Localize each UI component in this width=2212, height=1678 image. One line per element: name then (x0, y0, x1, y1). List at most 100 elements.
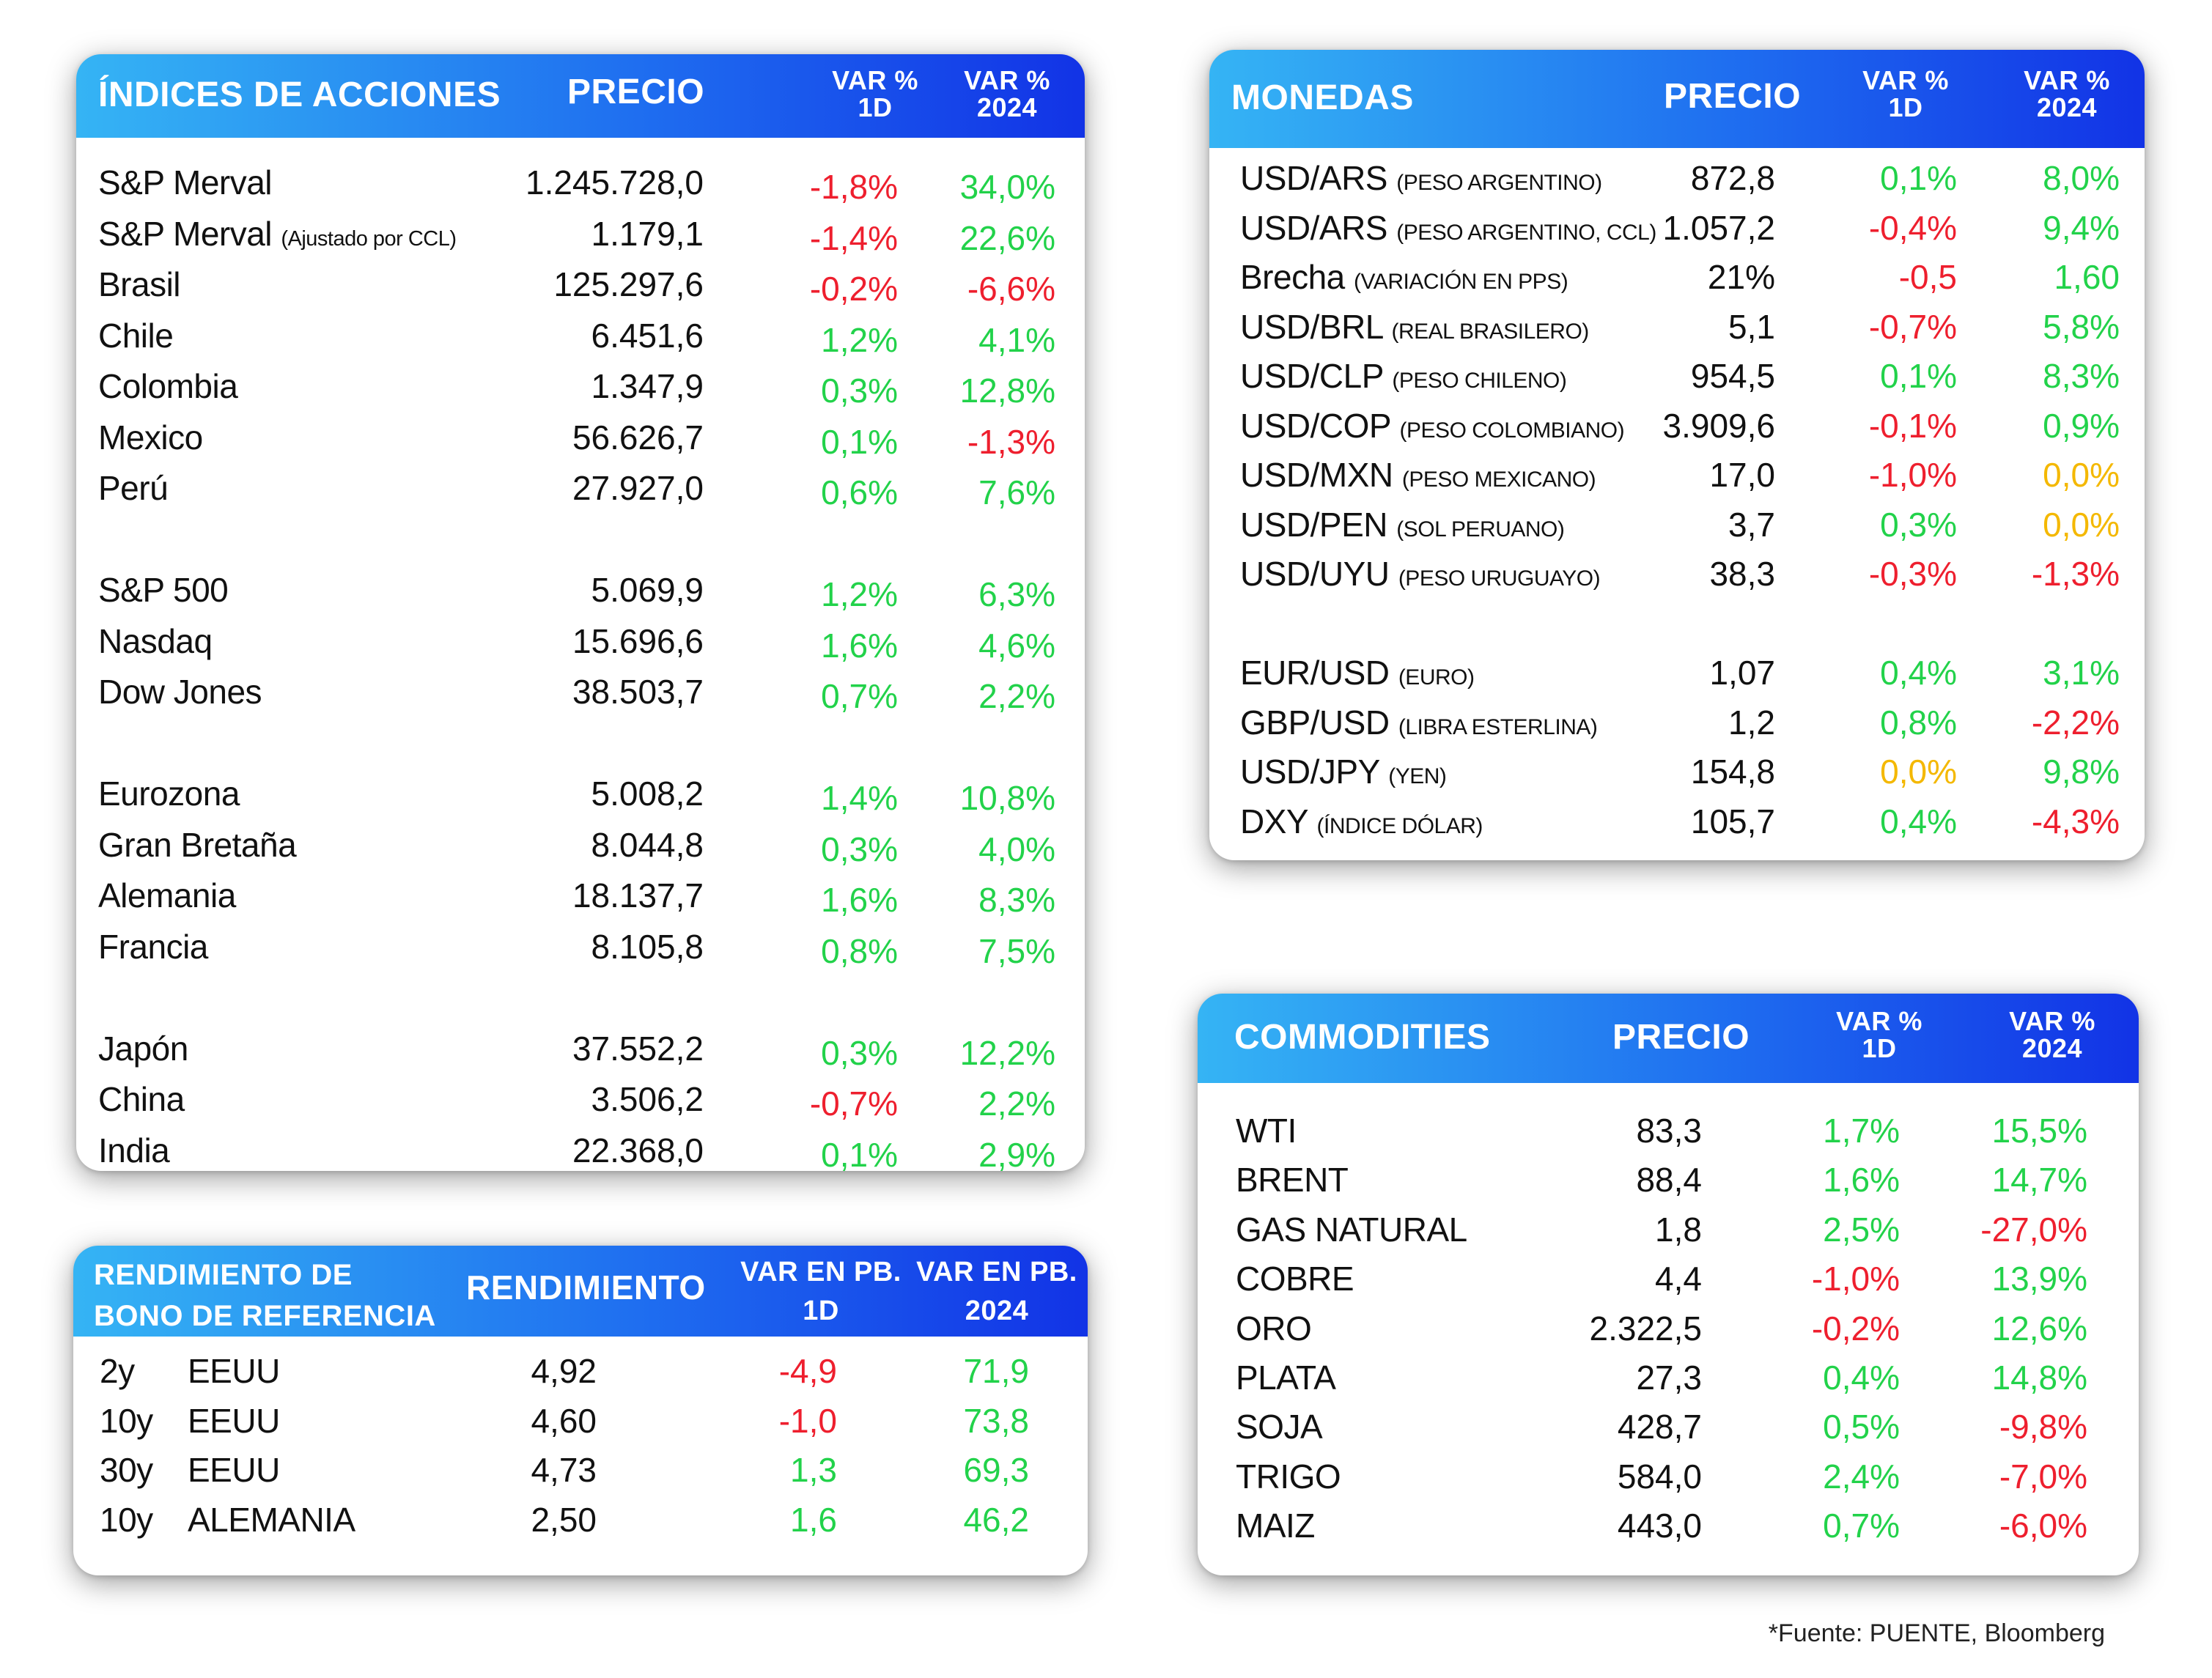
indices-rows: S&P Merval 1.245.728,0 -1,8% 34,0% S&P Merva… (76, 163, 1085, 1171)
bonos-table: RENDIMIENTO DE BONO DE REFERENCIA RENDIMI… (73, 1246, 1088, 1575)
currency-note: (REAL BRASILERO) (1391, 319, 1589, 344)
index-var-1d: 1,2% (821, 575, 898, 613)
source-footnote: *Fuente: PUENTE, Bloomberg (1768, 1619, 2105, 1647)
group-spacer (76, 520, 1085, 571)
commodity-name: SOJA (1236, 1408, 1323, 1446)
index-var-1d: 0,1% (821, 1135, 898, 1172)
commodity-price: 443,0 (1617, 1507, 1702, 1545)
indices-row: Mexico 56.626,7 0,1% -1,3% (76, 418, 1085, 469)
index-label: Dow Jones (98, 673, 262, 711)
group-spacer (1209, 604, 2145, 654)
commodity-price: 4,4 (1655, 1260, 1702, 1298)
currency-name: USD/MXN (PESO MEXICANO) (1240, 455, 1596, 495)
currency-row: GBP/USD (LIBRA ESTERLINA) 1,2 0,8% -2,2% (1209, 703, 2145, 753)
index-var-2024: 4,6% (978, 626, 1055, 665)
group-spacer (76, 977, 1085, 1029)
index-price: 125.297,6 (553, 265, 704, 303)
index-label: S&P 500 (98, 571, 229, 609)
bond-var-1d: 1,3 (790, 1451, 837, 1489)
currency-var-1d: -0,7% (1868, 307, 1957, 346)
index-price: 5.008,2 (591, 775, 704, 813)
index-price: 1.245.728,0 (525, 163, 704, 202)
commodity-row: TRIGO 584,0 2,4% -7,0% (1198, 1457, 2139, 1506)
currency-row: USD/UYU (PESO URUGUAYO) 38,3 -0,3% -1,3% (1209, 554, 2145, 604)
commodity-var-2024: 14,8% (1991, 1358, 2087, 1397)
index-var-2024: -6,6% (967, 270, 1055, 308)
currency-var-2024: 1,60 (2054, 258, 2120, 296)
currency-pair: USD/MXN (1240, 456, 1393, 494)
index-label: Mexico (98, 418, 203, 457)
monedas-var1d-header: VAR % 1D (1862, 65, 1949, 122)
index-name: S&P 500 (98, 570, 229, 610)
currency-note: (LIBRA ESTERLINA) (1398, 714, 1598, 739)
bond-yield: 4,92 (531, 1352, 597, 1390)
index-note: (Ajustado por CCL) (281, 226, 457, 251)
currency-price: 954,5 (1690, 357, 1775, 395)
commodity-var-2024: -7,0% (1999, 1457, 2087, 1496)
index-label: Eurozona (98, 775, 240, 813)
currency-var-1d: 0,4% (1880, 802, 1957, 840)
index-price: 6.451,6 (591, 316, 704, 355)
monedas-table: MONEDAS PRECIO VAR % 1D VAR % 2024 USD/ARS… (1209, 50, 2145, 860)
currency-name: USD/ARS (PESO ARGENTINO, CCL) (1240, 208, 1656, 248)
commodity-price: 83,3 (1636, 1112, 1702, 1150)
indices-row: China 3.506,2 -0,7% 2,2% (76, 1079, 1085, 1131)
commodity-var-2024: -6,0% (1999, 1507, 2087, 1545)
commodity-var-1d: -1,0% (1811, 1260, 1900, 1298)
bond-row: 10y ALEMANIA 2,50 1,6 46,2 (73, 1500, 1088, 1550)
index-price: 27.927,0 (572, 469, 704, 507)
bond-yield: 4,73 (531, 1451, 597, 1489)
currency-note: (PESO URUGUAYO) (1398, 566, 1601, 591)
commodity-name: BRENT (1236, 1161, 1349, 1200)
commodity-var-2024: 15,5% (1991, 1112, 2087, 1150)
index-name: Nasdaq (98, 621, 213, 661)
currency-note: (PESO COLOMBIANO) (1399, 418, 1625, 443)
currency-pair: USD/JPY (1240, 753, 1379, 791)
commodity-name: PLATA (1236, 1358, 1336, 1397)
commodities-var2024-header: VAR % 2024 (2009, 1006, 2095, 1063)
currency-row: USD/BRL (REAL BRASILERO) 5,1 -0,7% 5,8% (1209, 307, 2145, 357)
indices-row: Colombia 1.347,9 0,3% 12,8% (76, 366, 1085, 418)
currency-price: 1,2 (1728, 703, 1775, 742)
monedas-var2024-header: VAR % 2024 (2024, 65, 2110, 122)
index-label: Chile (98, 316, 174, 355)
currency-pair: USD/CLP (1240, 357, 1384, 395)
commodity-price: 584,0 (1617, 1457, 1702, 1496)
index-var-2024: 22,6% (959, 218, 1055, 257)
commodity-var-2024: -27,0% (1980, 1210, 2087, 1249)
index-price: 8.105,8 (591, 927, 704, 966)
index-var-1d: 1,2% (821, 320, 898, 359)
bond-term: 30y (100, 1451, 153, 1489)
bonos-var1d-header: VAR EN PB. 1D (740, 1257, 902, 1327)
index-name: S&P Merval (98, 163, 273, 202)
currency-price: 38,3 (1709, 555, 1775, 593)
currency-name: GBP/USD (LIBRA ESTERLINA) (1240, 703, 1598, 742)
index-var-1d: -1,8% (809, 168, 898, 206)
index-var-2024: 4,0% (978, 829, 1055, 868)
currency-row: USD/MXN (PESO MEXICANO) 17,0 -1,0% 0,0% (1209, 455, 2145, 505)
currency-row: USD/JPY (YEN) 154,8 0,0% 9,8% (1209, 752, 2145, 802)
commodity-var-1d: 0,7% (1823, 1507, 1900, 1545)
index-var-2024: 6,3% (978, 575, 1055, 613)
monedas-rows: USD/ARS (PESO ARGENTINO) 872,8 0,1% 8,0% USD… (1209, 158, 2145, 851)
index-name: Brasil (98, 265, 181, 304)
indices-row: Dow Jones 38.503,7 0,7% 2,2% (76, 672, 1085, 723)
currency-var-1d: 0,3% (1880, 505, 1957, 544)
indices-title: ÍNDICES DE ACCIONES (98, 75, 501, 114)
commodity-var-1d: 1,6% (1823, 1161, 1900, 1200)
index-price: 56.626,7 (572, 418, 704, 457)
index-price: 3.506,2 (591, 1080, 704, 1118)
index-name: Colombia (98, 366, 238, 406)
bond-var-1d: -4,9 (778, 1352, 837, 1390)
index-var-1d: 1,4% (821, 779, 898, 817)
currency-note: (EURO) (1398, 665, 1475, 690)
index-var-1d: 0,3% (821, 829, 898, 868)
currency-var-1d: -0,3% (1868, 555, 1957, 593)
index-var-2024: -1,3% (967, 422, 1055, 461)
currency-var-2024: -4,3% (2031, 802, 2120, 840)
currency-var-1d: 0,8% (1880, 703, 1957, 742)
commodity-price: 2.322,5 (1589, 1309, 1702, 1348)
currency-note: (SOL PERUANO) (1396, 517, 1565, 542)
currency-price: 154,8 (1690, 753, 1775, 791)
currency-pair: USD/COP (1240, 406, 1391, 445)
